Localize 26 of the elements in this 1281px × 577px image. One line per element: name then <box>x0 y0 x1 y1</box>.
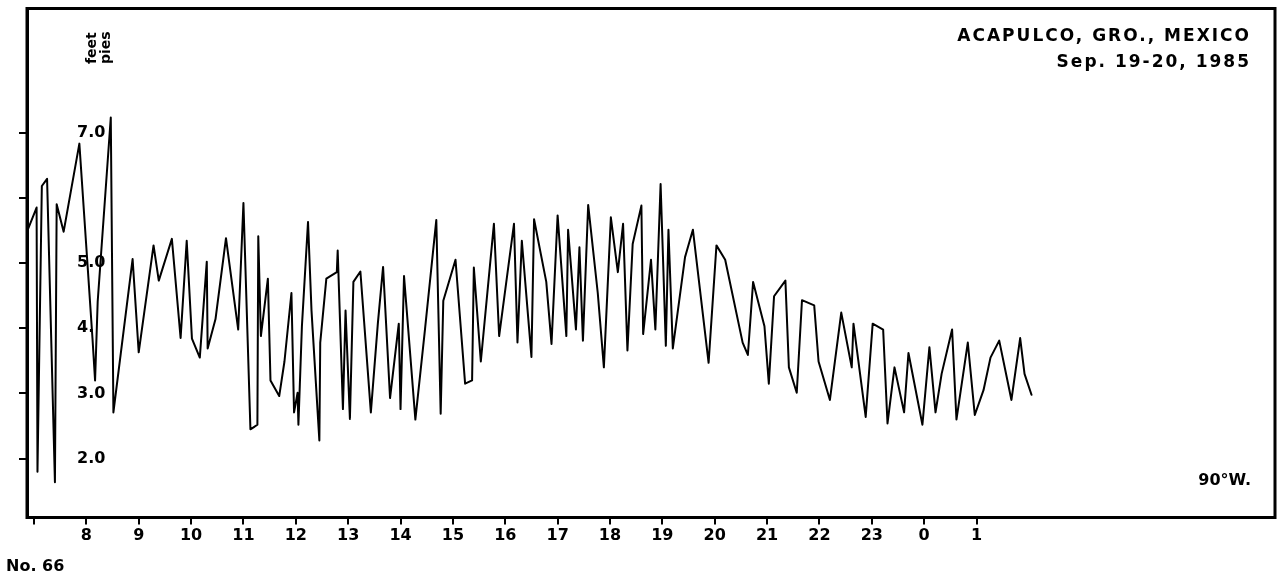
x-tick-label: 12 <box>284 525 307 545</box>
x-tick-label: 15 <box>441 525 465 545</box>
x-tick-label: 19 <box>651 525 674 545</box>
text: No. 66 <box>6 556 65 575</box>
x-tick-label: 1 <box>970 525 983 545</box>
x-tick-label: 20 <box>703 525 726 545</box>
x-tick-label: 11 <box>232 525 255 545</box>
text: Sep. 19-20, 1985 <box>1055 50 1251 73</box>
x-tick-label: 23 <box>860 525 883 545</box>
x-tick-label: 8 <box>80 525 92 545</box>
x-tick-label: 0 <box>918 525 930 545</box>
x-tick-label: 16 <box>494 525 517 545</box>
annotation: 90°W. <box>1198 470 1251 489</box>
y-tick-label: 7.0 <box>77 121 106 141</box>
y-axis-title: feet pies <box>83 30 113 64</box>
x-tick-label: 10 <box>179 525 203 545</box>
y-tick-label: 2.0 <box>77 447 106 467</box>
x-tick-label: 13 <box>337 525 360 545</box>
x-tick-label: 14 <box>389 525 412 545</box>
x-tick-label: 9 <box>133 525 145 545</box>
x-tick-label: 17 <box>546 525 569 545</box>
x-tick-label: 18 <box>598 525 622 545</box>
text: ACAPULCO, GRO., MEXICO <box>957 24 1251 47</box>
y-tick-label: 3.0 <box>77 382 106 402</box>
x-tick-label: 21 <box>755 525 779 545</box>
x-tick-label: 22 <box>808 525 831 545</box>
